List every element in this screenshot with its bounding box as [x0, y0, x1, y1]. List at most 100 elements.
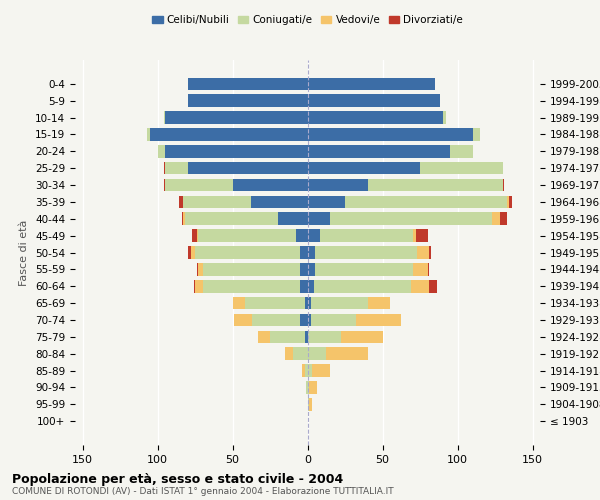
Bar [195, 280, 203, 292]
Bar [450, 145, 473, 158]
Bar [203, 263, 300, 276]
Bar [314, 280, 411, 292]
Bar [308, 348, 325, 360]
Bar [308, 230, 320, 242]
Bar [417, 246, 429, 259]
Bar [308, 314, 311, 326]
Bar [185, 212, 277, 225]
Text: COMUNE DI ROTONDI (AV) - Dati ISTAT 1° gennaio 2004 - Elaborazione TUTTITALIA.IT: COMUNE DI ROTONDI (AV) - Dati ISTAT 1° g… [12, 488, 394, 496]
Bar [315, 263, 413, 276]
Bar [308, 212, 330, 225]
Bar [258, 330, 270, 343]
Bar [312, 364, 330, 377]
Bar [163, 162, 165, 174]
Bar [308, 280, 314, 292]
Bar [157, 145, 165, 158]
Bar [198, 230, 296, 242]
Bar [509, 196, 511, 208]
Bar [308, 111, 443, 124]
Bar [503, 178, 504, 192]
Bar [198, 263, 203, 276]
Bar [163, 111, 165, 124]
Bar [413, 230, 415, 242]
Bar [367, 178, 503, 192]
Bar [311, 314, 355, 326]
Bar [330, 212, 492, 225]
Bar [197, 263, 198, 276]
Bar [252, 314, 300, 326]
Bar [420, 162, 503, 174]
Bar [341, 330, 383, 343]
Bar [193, 280, 195, 292]
Bar [427, 263, 429, 276]
Bar [270, 330, 305, 343]
Bar [285, 348, 293, 360]
Bar [183, 212, 185, 225]
Bar [305, 364, 308, 377]
Bar [147, 128, 150, 141]
Bar [308, 78, 435, 90]
Bar [300, 280, 308, 292]
Bar [187, 78, 308, 90]
Bar [308, 398, 309, 410]
Bar [277, 212, 308, 225]
Bar [413, 263, 427, 276]
Legend: Celibi/Nubili, Coniugati/e, Vedovi/e, Divorziati/e: Celibi/Nubili, Coniugati/e, Vedovi/e, Di… [148, 12, 467, 30]
Bar [182, 212, 183, 225]
Bar [165, 111, 308, 124]
Bar [325, 348, 367, 360]
Bar [308, 145, 450, 158]
Bar [345, 196, 507, 208]
Bar [311, 297, 367, 310]
Bar [179, 196, 183, 208]
Bar [165, 145, 308, 158]
Bar [197, 230, 198, 242]
Bar [305, 330, 308, 343]
Bar [443, 111, 445, 124]
Bar [187, 162, 308, 174]
Bar [165, 162, 187, 174]
Bar [192, 230, 197, 242]
Y-axis label: Fasce di età: Fasce di età [19, 220, 29, 286]
Bar [296, 230, 308, 242]
Bar [507, 196, 509, 208]
Bar [308, 364, 312, 377]
Bar [203, 280, 300, 292]
Bar [315, 246, 417, 259]
Bar [245, 297, 305, 310]
Bar [308, 94, 439, 107]
Bar [187, 94, 308, 107]
Bar [183, 196, 251, 208]
Bar [191, 246, 195, 259]
Bar [308, 162, 420, 174]
Bar [473, 128, 480, 141]
Bar [308, 178, 367, 192]
Bar [309, 398, 312, 410]
Bar [411, 280, 429, 292]
Bar [367, 297, 390, 310]
Bar [355, 314, 401, 326]
Bar [300, 246, 308, 259]
Bar [309, 381, 317, 394]
Bar [165, 178, 233, 192]
Text: Popolazione per età, sesso e stato civile - 2004: Popolazione per età, sesso e stato civil… [12, 472, 343, 486]
Bar [233, 178, 308, 192]
Bar [492, 212, 499, 225]
Bar [308, 330, 341, 343]
Bar [305, 297, 308, 310]
Bar [429, 280, 437, 292]
Bar [308, 263, 315, 276]
Bar [429, 246, 431, 259]
Bar [150, 128, 308, 141]
Bar [187, 246, 191, 259]
Bar [300, 314, 308, 326]
Bar [293, 348, 308, 360]
Bar [195, 246, 300, 259]
Bar [320, 230, 413, 242]
Bar [306, 381, 308, 394]
Bar [163, 178, 165, 192]
Bar [308, 246, 315, 259]
Bar [308, 128, 473, 141]
Bar [308, 297, 311, 310]
Bar [415, 230, 427, 242]
